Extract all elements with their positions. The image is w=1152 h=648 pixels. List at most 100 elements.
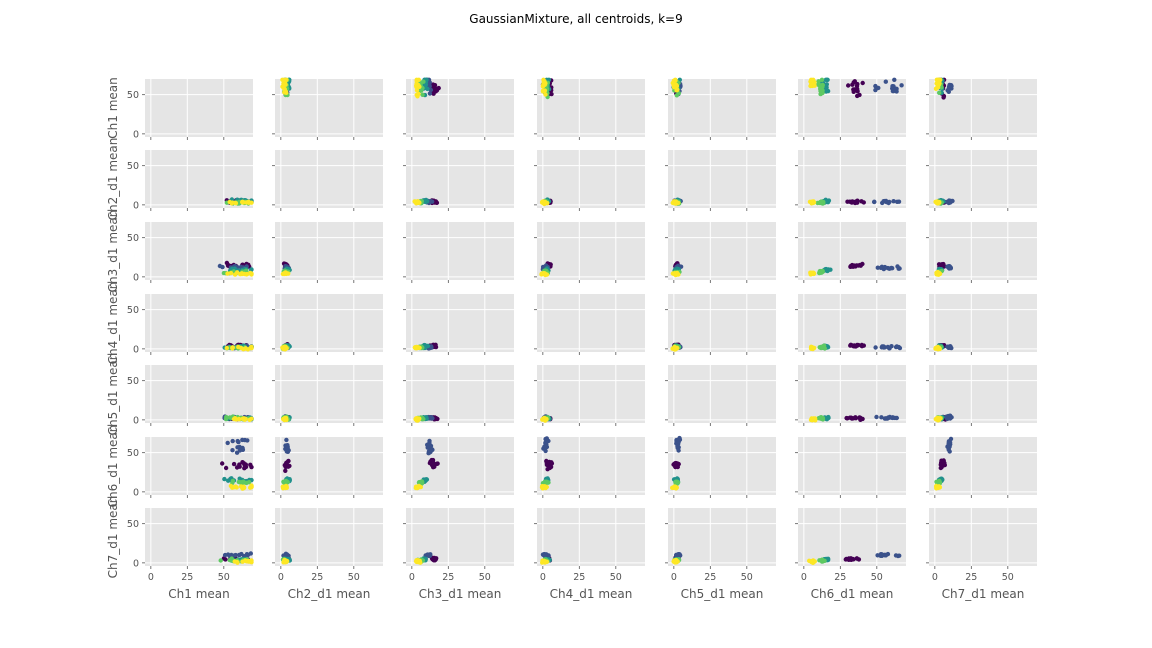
y-tick-label: 0 [133, 558, 139, 569]
panel-background [929, 79, 1037, 137]
y-tick-label: 50 [127, 305, 139, 316]
panel-background [798, 437, 906, 495]
scatter-point [244, 272, 249, 277]
panel-2-5 [795, 222, 906, 283]
panel-6-2: 0 25 50 [403, 508, 514, 583]
scatter-point [225, 440, 230, 446]
scatter-point [671, 485, 677, 491]
scatter-point [935, 85, 941, 90]
scatter-point [880, 344, 885, 349]
scatter-point [946, 415, 951, 420]
panel-1-1 [272, 150, 383, 211]
scatter-point [895, 264, 900, 269]
y-tick-label: 50 [127, 448, 139, 459]
scatter-point [230, 448, 235, 453]
scatter-point [856, 263, 861, 268]
scatter-point [431, 461, 436, 466]
x-tick-label: 25 [965, 572, 977, 583]
y-tick-label: 0 [133, 487, 139, 498]
scatter-point [426, 451, 431, 456]
scatter-point [675, 441, 680, 446]
scatter-point [938, 462, 943, 467]
panel-2-3 [534, 222, 645, 283]
scatter-point [434, 461, 440, 466]
panel-0-5 [795, 77, 906, 140]
panel-0-3 [534, 77, 645, 140]
panel-background [275, 508, 383, 566]
y-tick-label: 50 [127, 376, 139, 387]
panel-3-3 [534, 294, 645, 355]
panel-background [275, 222, 383, 280]
scatter-point [222, 476, 227, 482]
scatter-point [934, 486, 939, 491]
panel-2-1 [272, 222, 383, 283]
panel-4-5 [795, 365, 906, 426]
x-tick-label: 25 [704, 572, 716, 583]
scatter-point [859, 342, 864, 348]
panel-background [929, 508, 1037, 566]
scatter-point [427, 438, 432, 444]
y-tick-label: 50 [127, 90, 139, 101]
panel-background [798, 150, 906, 208]
scatter-point [249, 464, 254, 470]
scatter-point [892, 77, 897, 83]
scatter-point [809, 200, 814, 205]
scatter-point [861, 200, 866, 205]
scatter-point [544, 480, 549, 485]
panel-0-6 [926, 77, 1037, 140]
scatter-point [824, 82, 829, 87]
scatter-point [236, 417, 242, 422]
scatter-point [230, 345, 235, 350]
panel-background [145, 79, 253, 137]
scatter-point [233, 201, 239, 206]
y-tick-label: 0 [133, 200, 139, 211]
panel-background [406, 222, 514, 280]
scatter-point [428, 87, 434, 93]
y-tick-label: 50 [127, 233, 139, 244]
scatter-point [939, 262, 944, 267]
panel-1-6 [926, 150, 1037, 211]
scatter-point [544, 484, 549, 490]
scatter-point [542, 79, 547, 84]
scatter-point [894, 344, 899, 349]
scatter-point [876, 85, 881, 91]
scatter-point [249, 345, 254, 351]
panel-background [145, 150, 253, 208]
panel-background [668, 79, 776, 137]
scatter-point [232, 553, 237, 558]
scatter-point [948, 436, 954, 442]
scatter-point [878, 265, 884, 270]
scatter-point [544, 438, 549, 444]
scatter-point [852, 79, 857, 84]
panel-background [275, 365, 383, 423]
scatter-point [249, 416, 254, 421]
panel-background [406, 365, 514, 423]
scatter-point [226, 478, 231, 483]
panel-2-4 [665, 222, 776, 283]
scatter-point [874, 414, 879, 420]
scatter-point [671, 78, 677, 83]
scatter-point [547, 465, 552, 471]
y-axis-label: Ch6_d1 mean [106, 425, 120, 508]
scatter-point [418, 484, 423, 490]
scatter-point [843, 557, 848, 562]
scatter-point [889, 415, 894, 420]
scatter-point [896, 199, 902, 204]
scatter-point [543, 92, 548, 97]
chart-title: GaussianMixture, all centroids, k=9 [469, 12, 682, 26]
x-tick-label: 25 [834, 572, 846, 583]
x-axis-label: Ch6_d1 mean [811, 587, 894, 601]
scatter-point [540, 89, 546, 94]
panel-4-4 [665, 365, 776, 426]
scatter-point [937, 200, 942, 205]
panel-0-1 [272, 77, 383, 140]
scatter-point [245, 347, 251, 352]
scatter-point [283, 82, 288, 87]
scatter-point [897, 553, 902, 558]
panel-0-0: 0 50 [127, 79, 253, 140]
scatter-point [846, 83, 851, 88]
scatter-point [284, 485, 289, 490]
x-axis-label: Ch5_d1 mean [681, 587, 764, 601]
panel-0-2 [403, 77, 514, 140]
scatter-point [844, 415, 849, 421]
